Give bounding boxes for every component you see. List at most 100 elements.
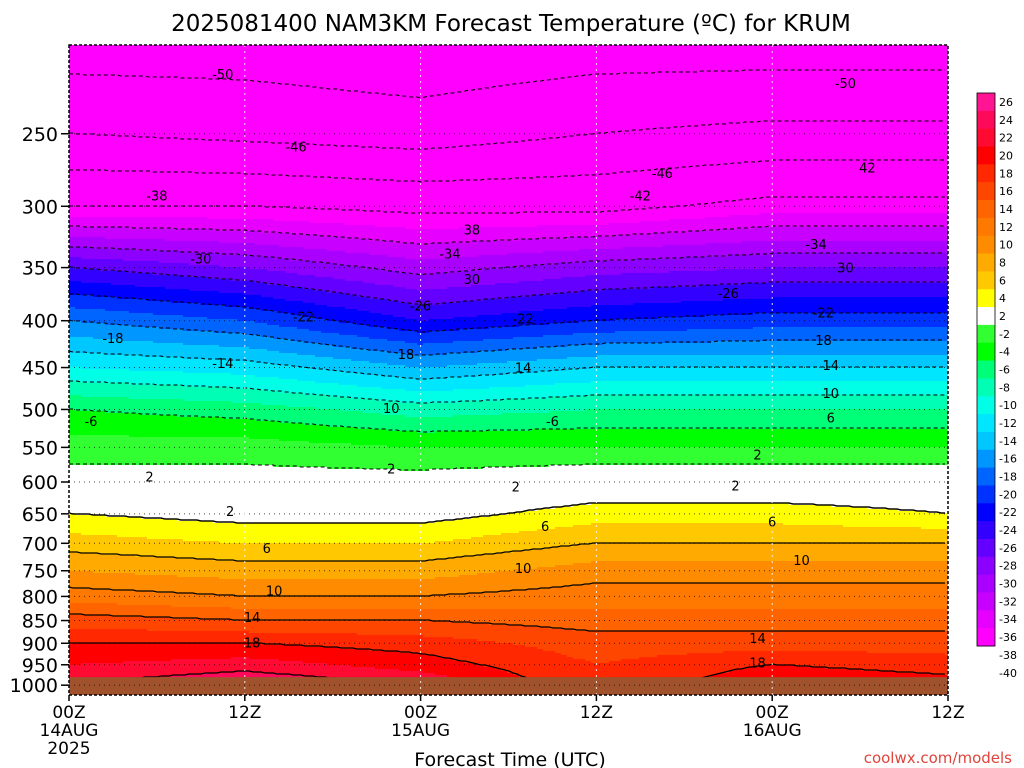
fill-cell (909, 609, 916, 632)
fill-cell (219, 619, 226, 632)
fill-cell (159, 357, 166, 372)
fill-cell (909, 447, 916, 466)
fill-cell (393, 301, 400, 318)
fill-cell (711, 285, 718, 302)
fill-cell (621, 381, 628, 396)
fill-cell (729, 299, 736, 316)
colorbar-label: 18 (999, 167, 1013, 180)
fill-cell (117, 465, 124, 518)
fill-cell (669, 245, 676, 260)
fill-cell (435, 229, 442, 244)
contour-label: -18 (102, 332, 123, 347)
fill-cell (375, 313, 382, 328)
fill-cell (141, 629, 148, 644)
colorbar-swatch (977, 467, 995, 486)
fill-cell (705, 503, 712, 524)
fill-cell (87, 411, 94, 436)
fill-cell (747, 583, 754, 610)
fill-cell (135, 629, 142, 644)
fill-cell (117, 397, 124, 414)
fill-cell (645, 259, 652, 274)
fill-cell (729, 269, 736, 286)
colorbar-swatch (977, 396, 995, 415)
fill-cell (615, 331, 622, 344)
fill-cell (873, 341, 880, 356)
fill-cell (219, 643, 226, 660)
fill-cell (99, 555, 106, 574)
fill-cell (855, 213, 862, 228)
fill-cell (807, 429, 814, 448)
fill-cell (387, 635, 394, 652)
fill-cell (255, 633, 262, 644)
fill-cell (453, 469, 460, 520)
fill-cell (417, 543, 424, 562)
fill-cell (591, 523, 598, 544)
fill-cell (231, 231, 238, 244)
fill-cell (327, 469, 334, 524)
fill-cell (351, 667, 358, 682)
fill-cell (933, 583, 940, 610)
fill-cell (921, 213, 928, 228)
fill-cell (363, 523, 370, 544)
fill-cell (489, 299, 496, 316)
fill-cell (777, 313, 784, 328)
colorbar-swatch (977, 592, 995, 611)
fill-cell (675, 631, 682, 656)
fill-cell (99, 397, 106, 412)
fill-cell (93, 269, 100, 284)
fill-cell (735, 561, 742, 584)
fill-cell (879, 313, 886, 328)
fill-cell (873, 45, 880, 214)
fill-cell (531, 265, 538, 282)
fill-cell (153, 357, 160, 372)
fill-cell (873, 409, 880, 430)
fill-cell (273, 561, 280, 580)
credit-link[interactable]: coolwx.com/models (864, 749, 1012, 767)
fill-cell (321, 383, 328, 396)
fill-cell (663, 631, 670, 656)
fill-cell (363, 45, 370, 226)
fill-cell (849, 341, 856, 356)
fill-cell (393, 669, 400, 684)
fill-cell (135, 261, 142, 274)
fill-cell (333, 609, 340, 622)
fill-cell (381, 469, 388, 524)
ground-surface (69, 677, 948, 695)
fill-cell (237, 281, 244, 294)
fill-cell (321, 277, 328, 292)
fill-cell (753, 651, 760, 668)
fill-cell (735, 329, 742, 342)
colorbar-label: 8 (999, 256, 1006, 269)
fill-cell (225, 643, 232, 660)
fill-cell (399, 543, 406, 562)
fill-cell (165, 661, 172, 678)
fill-cell (405, 367, 412, 380)
fill-cell (717, 653, 724, 674)
fill-cell (141, 217, 148, 230)
fill-cell (423, 355, 430, 368)
fill-cell (429, 561, 436, 580)
fill-cell (231, 333, 238, 348)
fill-cell (561, 309, 568, 324)
fill-cell (105, 603, 112, 616)
fill-cell (243, 579, 250, 598)
fill-cell (627, 273, 634, 290)
fill-cell (429, 637, 436, 656)
fill-cell (303, 221, 310, 236)
fill-cell (447, 559, 454, 578)
x-tick-label: 2025 (47, 739, 90, 759)
fill-cell (183, 241, 190, 254)
fill-cell (321, 621, 328, 634)
fill-cell (195, 521, 202, 542)
fill-cell (861, 409, 868, 430)
fill-cell (927, 267, 934, 284)
fill-cell (117, 591, 124, 606)
fill-cell (117, 573, 124, 592)
fill-cell (855, 327, 862, 342)
fill-cell (651, 465, 658, 504)
fill-cell (93, 397, 100, 412)
fill-cell (459, 639, 466, 662)
fill-cell (627, 331, 634, 344)
fill-cell (603, 45, 610, 226)
fill-cell (561, 547, 568, 566)
